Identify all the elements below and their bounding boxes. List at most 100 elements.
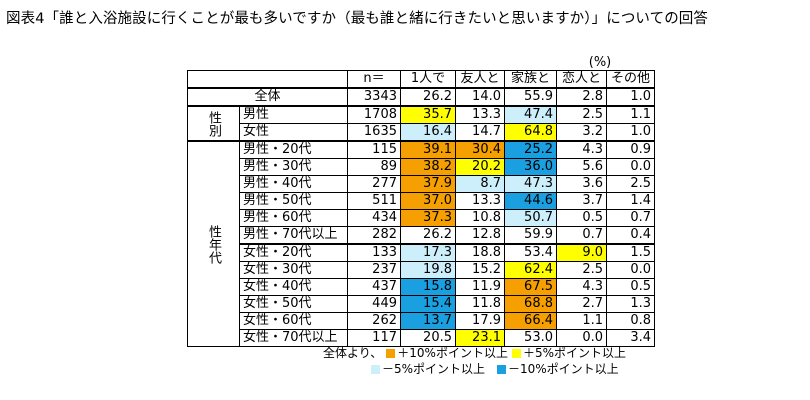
- row-label: 男性: [239, 105, 348, 124]
- table-cell: 1.5: [606, 243, 655, 262]
- table-cell: 68.8: [504, 295, 557, 313]
- table-cell: 2.5: [606, 175, 655, 193]
- table-cell: 0.0: [606, 261, 655, 279]
- table-cell: 13.3: [455, 105, 505, 124]
- table-cell: 115: [347, 140, 401, 159]
- table-cell: 19.8: [400, 261, 456, 279]
- row-label: 男性・40代: [239, 175, 348, 193]
- table-cell: 26.2: [400, 226, 456, 245]
- table-cell: 20.2: [455, 158, 505, 176]
- row-label: 男性・30代: [239, 158, 348, 176]
- table-row: 女性・30代 237 19.8 15.2 62.4 2.5 0.0: [188, 261, 655, 279]
- table-cell: 0.5: [556, 209, 607, 227]
- table-cell: 23.1: [455, 329, 505, 347]
- table-cell: 17.9: [455, 312, 505, 330]
- row-label: 男性・70代以上: [239, 226, 348, 245]
- legend-line-1b: ＋5%ポイント以上: [508, 344, 626, 361]
- total-cell: 14.0: [455, 87, 505, 107]
- table-row: 男性・40代 277 37.9 8.7 47.3 3.6 2.5: [188, 175, 655, 193]
- table-cell: 3.6: [556, 175, 607, 193]
- header-row: n＝ 1人で 友人と 家族と 恋人と その他: [187, 70, 655, 89]
- table-cell: 10.8: [455, 209, 505, 227]
- table-cell: 66.4: [504, 312, 557, 330]
- legend-line-1: 全体より、 ＋10%ポイント以上: [323, 344, 508, 361]
- legend-plus5: ＋5%ポイント以上: [523, 346, 627, 360]
- table-cell: 237: [347, 261, 401, 279]
- row-label: 女性・50代: [239, 295, 348, 313]
- table-cell: 5.6: [556, 158, 607, 176]
- legend-prefix: 全体より、: [323, 346, 383, 360]
- table-cell: 15.4: [400, 295, 456, 313]
- results-table: n＝ 1人で 友人と 家族と 恋人と その他 全体 3343 26.2 14.0…: [187, 70, 655, 347]
- table-row: 男性・70代以上 282 26.2 12.8 59.9 0.7 0.4: [188, 226, 655, 245]
- table-cell: 25.2: [504, 140, 557, 159]
- row-label: 女性・20代: [239, 243, 348, 262]
- col-header-friends: 友人と: [455, 70, 505, 89]
- table-cell: 59.9: [504, 226, 557, 245]
- table-cell: 3.2: [556, 123, 607, 142]
- table-cell: 47.3: [504, 175, 557, 193]
- col-header-alone: 1人で: [400, 70, 456, 89]
- table-cell: 0.4: [606, 226, 655, 245]
- table-cell: 3.7: [556, 192, 607, 210]
- row-label: 女性・60代: [239, 312, 348, 330]
- table-cell: 47.4: [504, 105, 557, 124]
- table-row: 女性・60代 262 13.7 17.9 66.4 1.1 0.8: [188, 312, 655, 330]
- table-cell: 15.8: [400, 278, 456, 296]
- col-header-family: 家族と: [504, 70, 557, 89]
- table-row: 女性 1635 16.4 14.7 64.8 3.2 1.0: [188, 123, 655, 142]
- legend-swatch-minus5: [371, 365, 380, 374]
- total-cell: 2.8: [556, 87, 607, 107]
- table-cell: 17.3: [400, 243, 456, 262]
- table-cell: 37.0: [400, 192, 456, 210]
- table-cell: 8.7: [455, 175, 505, 193]
- table-cell: 37.3: [400, 209, 456, 227]
- table-cell: 1.4: [606, 192, 655, 210]
- row-label: 女性・40代: [239, 278, 348, 296]
- col-header-other: その他: [606, 70, 655, 89]
- table-row: 男性・30代 89 38.2 20.2 36.0 5.6 0.0: [188, 158, 655, 176]
- legend-line-2: －5%ポイント以上: [367, 360, 485, 377]
- row-label: 男性・50代: [239, 192, 348, 210]
- table-cell: 2.5: [556, 261, 607, 279]
- table-cell: 67.5: [504, 278, 557, 296]
- total-cell: 26.2: [400, 87, 456, 107]
- row-label: 女性・30代: [239, 261, 348, 279]
- table-cell: 434: [347, 209, 401, 227]
- table-cell: 14.7: [455, 123, 505, 142]
- table-cell: 437: [347, 278, 401, 296]
- row-label: 女性: [239, 123, 348, 142]
- total-label: 全体: [187, 87, 348, 107]
- table-row: 男性・50代 511 37.0 13.3 44.6 3.7 1.4: [188, 192, 655, 210]
- total-cell: 3343: [347, 87, 401, 107]
- table-cell: 11.8: [455, 295, 505, 313]
- table-cell: 62.4: [504, 261, 557, 279]
- table-row: 女性・20代 133 17.3 18.8 53.4 9.0 1.5: [188, 243, 655, 262]
- legend-swatch-minus10: [497, 365, 506, 374]
- table-row: 性別 男性 1708 35.7 13.3 47.4 2.5 1.1: [187, 105, 655, 142]
- legend-minus10: －10%ポイント以上: [508, 362, 619, 376]
- table-cell: 4.3: [556, 140, 607, 159]
- table-cell: 20.5: [400, 329, 456, 347]
- table-cell: 1.1: [606, 105, 655, 124]
- row-label: 男性・60代: [239, 209, 348, 227]
- total-cell: 55.9: [504, 87, 557, 107]
- table-cell: 39.1: [400, 140, 456, 159]
- table-cell: 449: [347, 295, 401, 313]
- table-cell: 37.9: [400, 175, 456, 193]
- table-cell: 13.3: [455, 192, 505, 210]
- total-row: 全体 3343 26.2 14.0 55.9 2.8 1.0: [187, 87, 655, 107]
- table-cell: 4.3: [556, 278, 607, 296]
- table-cell: 30.4: [455, 140, 505, 159]
- figure-title: 図表4「誰と入浴施設に行くことが最も多いですか（最も誰と緒に行きたいと思いますか…: [6, 11, 709, 27]
- group-label-sex: 性別: [187, 105, 240, 142]
- table-cell: 12.8: [455, 226, 505, 245]
- table-cell: 53.0: [504, 329, 557, 347]
- total-cell: 1.0: [606, 87, 655, 107]
- table-cell: 277: [347, 175, 401, 193]
- table-row: 女性・40代 437 15.8 11.9 67.5 4.3 0.5: [188, 278, 655, 296]
- table-cell: 0.5: [606, 278, 655, 296]
- table-cell: 3.4: [606, 329, 655, 347]
- header-blank: [187, 70, 348, 89]
- legend-line-2b: －10%ポイント以上: [493, 360, 619, 377]
